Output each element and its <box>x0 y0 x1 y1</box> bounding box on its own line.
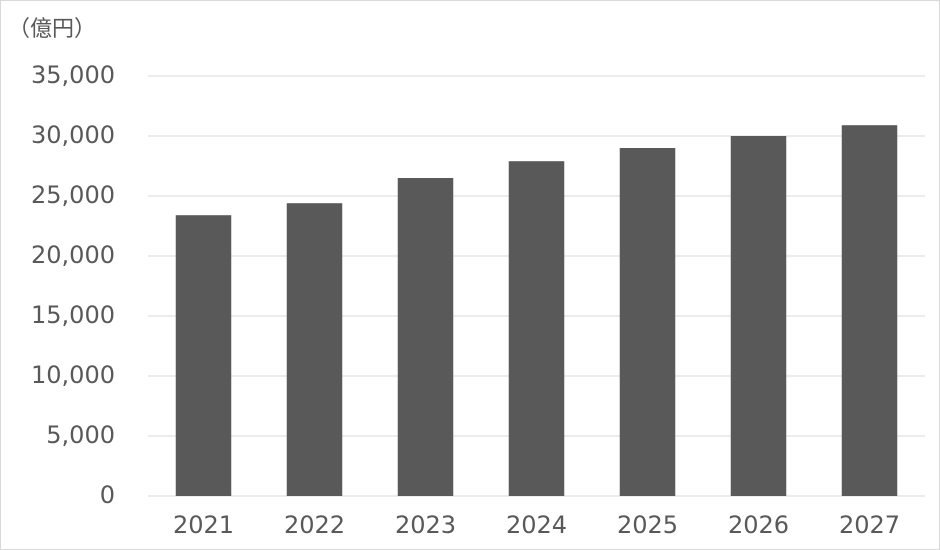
y-tick-label: 10,000 <box>31 361 115 389</box>
y-axis-label: （億円） <box>8 17 96 42</box>
bar <box>397 178 454 496</box>
x-tick-label: 2025 <box>617 511 678 539</box>
x-tick-label: 2021 <box>173 511 234 539</box>
x-tick-label: 2027 <box>839 511 900 539</box>
y-tick-label: 0 <box>100 481 115 509</box>
x-tick-label: 2022 <box>284 511 345 539</box>
bar <box>730 136 787 496</box>
y-tick-label: 25,000 <box>31 181 115 209</box>
bar <box>286 203 343 496</box>
bar <box>619 148 676 496</box>
y-tick-label: 35,000 <box>31 61 115 89</box>
y-tick-label: 20,000 <box>31 241 115 269</box>
bar <box>841 125 898 496</box>
y-tick-label: 30,000 <box>31 121 115 149</box>
bar <box>175 215 232 496</box>
x-tick-label: 2024 <box>506 511 567 539</box>
y-tick-label: 15,000 <box>31 301 115 329</box>
y-tick-label: 5,000 <box>46 421 115 449</box>
x-tick-label: 2026 <box>728 511 789 539</box>
x-tick-label: 2023 <box>395 511 456 539</box>
bar <box>508 161 565 496</box>
